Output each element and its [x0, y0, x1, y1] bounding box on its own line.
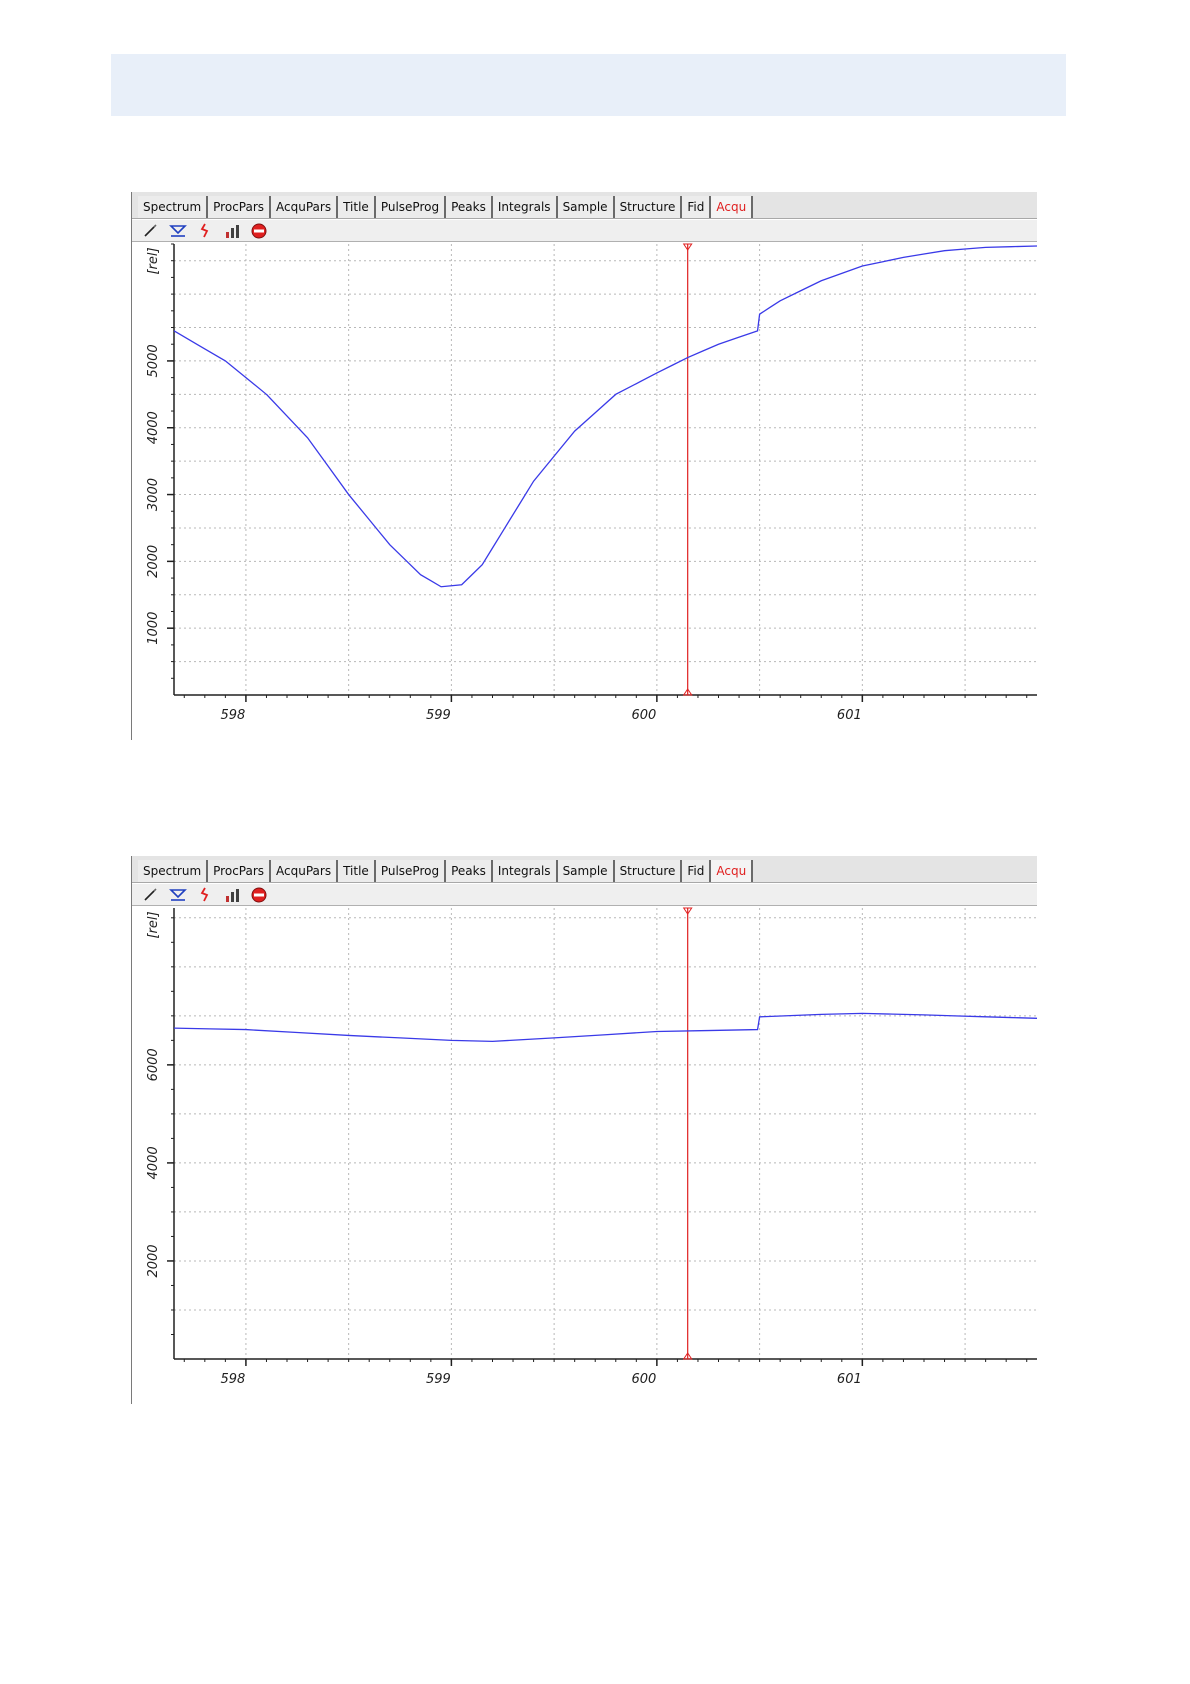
toolbar — [132, 884, 1037, 906]
y-tick-label: 6000 — [146, 1048, 161, 1081]
tab-structure[interactable]: Structure — [614, 860, 683, 882]
tab-acqupars[interactable]: AcquPars — [271, 860, 339, 882]
tab-sample[interactable]: Sample — [557, 196, 615, 218]
tab-fid[interactable]: Fid — [682, 196, 712, 218]
cursor-top-marker — [682, 907, 693, 915]
plot-background — [174, 908, 1037, 1359]
bar-chart-icon[interactable] — [223, 887, 241, 903]
x-tick-label: 601 — [837, 708, 862, 723]
y-tick-label: 4000 — [146, 411, 161, 444]
chart-svg[interactable]: 2000 4000 6000 [rel] 598 599 600 601 — [132, 907, 1037, 1404]
tab-bar: Spectrum ProcPars AcquPars Title PulseProg Pe… — [132, 192, 1037, 219]
tab-procpars[interactable]: ProcPars — [208, 196, 272, 218]
x-tick-label: 599 — [426, 1372, 451, 1387]
cursor-bottom-marker — [682, 1352, 693, 1360]
y-tick-label: 2000 — [146, 545, 161, 578]
tab-pulseprog[interactable]: PulseProg — [375, 196, 447, 218]
data-trace-line — [173, 1012, 1037, 1042]
y-tick-label: 3000 — [146, 478, 161, 511]
shield-icon[interactable] — [169, 223, 187, 239]
y-tick-label: 5000 — [146, 344, 161, 377]
tab-integrals[interactable]: Integrals — [492, 196, 558, 218]
y-tick-label: 4000 — [146, 1146, 161, 1179]
arrow-down-icon[interactable] — [196, 223, 214, 239]
tab-sample[interactable]: Sample — [557, 860, 615, 882]
panel-left-rule — [131, 856, 132, 1404]
top-banner — [111, 54, 1066, 116]
pencil-icon[interactable] — [142, 887, 160, 903]
tab-title[interactable]: Title — [338, 860, 376, 882]
x-tick-label: 599 — [426, 708, 451, 723]
stop-icon[interactable] — [250, 223, 268, 239]
pencil-icon[interactable] — [142, 223, 160, 239]
shield-icon[interactable] — [169, 887, 187, 903]
chart-svg[interactable]: 1000 2000 3000 4000 5000 [rel] 598 599 600 601 — [132, 243, 1037, 740]
tab-bar: Spectrum ProcPars AcquPars Title PulseProg Pe… — [132, 856, 1037, 883]
x-tick-label: 600 — [631, 708, 656, 723]
tab-acqupars[interactable]: AcquPars — [271, 196, 339, 218]
spectrum-panel-1: Spectrum ProcPars AcquPars Title PulseProg Pe… — [131, 192, 1037, 740]
x-tick-label: 601 — [837, 1372, 862, 1387]
tab-pulseprog[interactable]: PulseProg — [375, 860, 447, 882]
tab-integrals[interactable]: Integrals — [492, 860, 558, 882]
tab-acqu[interactable]: Acqu — [711, 860, 754, 882]
plot-area[interactable]: 2000 4000 6000 [rel] 598 599 600 601 — [132, 907, 1037, 1404]
stop-icon[interactable] — [250, 887, 268, 903]
x-tick-label: 600 — [631, 1372, 656, 1387]
tab-title[interactable]: Title — [338, 196, 376, 218]
panel-left-rule — [131, 192, 132, 740]
y-tick-label: 1000 — [146, 612, 161, 645]
spectrum-panel-2: Spectrum ProcPars AcquPars Title PulseProg Pe… — [131, 856, 1037, 1404]
cursor-top-marker — [682, 243, 693, 251]
tab-peaks[interactable]: Peaks — [446, 196, 493, 218]
x-tick-label: 598 — [221, 1372, 246, 1387]
y-tick-label: 2000 — [146, 1244, 161, 1277]
plot-background — [174, 244, 1037, 695]
y-axis-label: [rel] — [146, 911, 161, 938]
bar-chart-icon[interactable] — [223, 223, 241, 239]
x-tick-label: 598 — [221, 708, 246, 723]
tab-fid[interactable]: Fid — [682, 860, 712, 882]
data-trace-line — [173, 245, 1037, 588]
tab-procpars[interactable]: ProcPars — [208, 860, 272, 882]
tab-peaks[interactable]: Peaks — [446, 860, 493, 882]
tab-acqu[interactable]: Acqu — [711, 196, 754, 218]
toolbar — [132, 220, 1037, 242]
tab-structure[interactable]: Structure — [614, 196, 683, 218]
tab-spectrum[interactable]: Spectrum — [138, 860, 209, 882]
arrow-down-icon[interactable] — [196, 887, 214, 903]
plot-area[interactable]: 1000 2000 3000 4000 5000 [rel] 598 599 600 601 — [132, 243, 1037, 740]
y-axis-label: [rel] — [146, 247, 161, 274]
tab-spectrum[interactable]: Spectrum — [138, 196, 209, 218]
cursor-bottom-marker — [682, 688, 693, 696]
